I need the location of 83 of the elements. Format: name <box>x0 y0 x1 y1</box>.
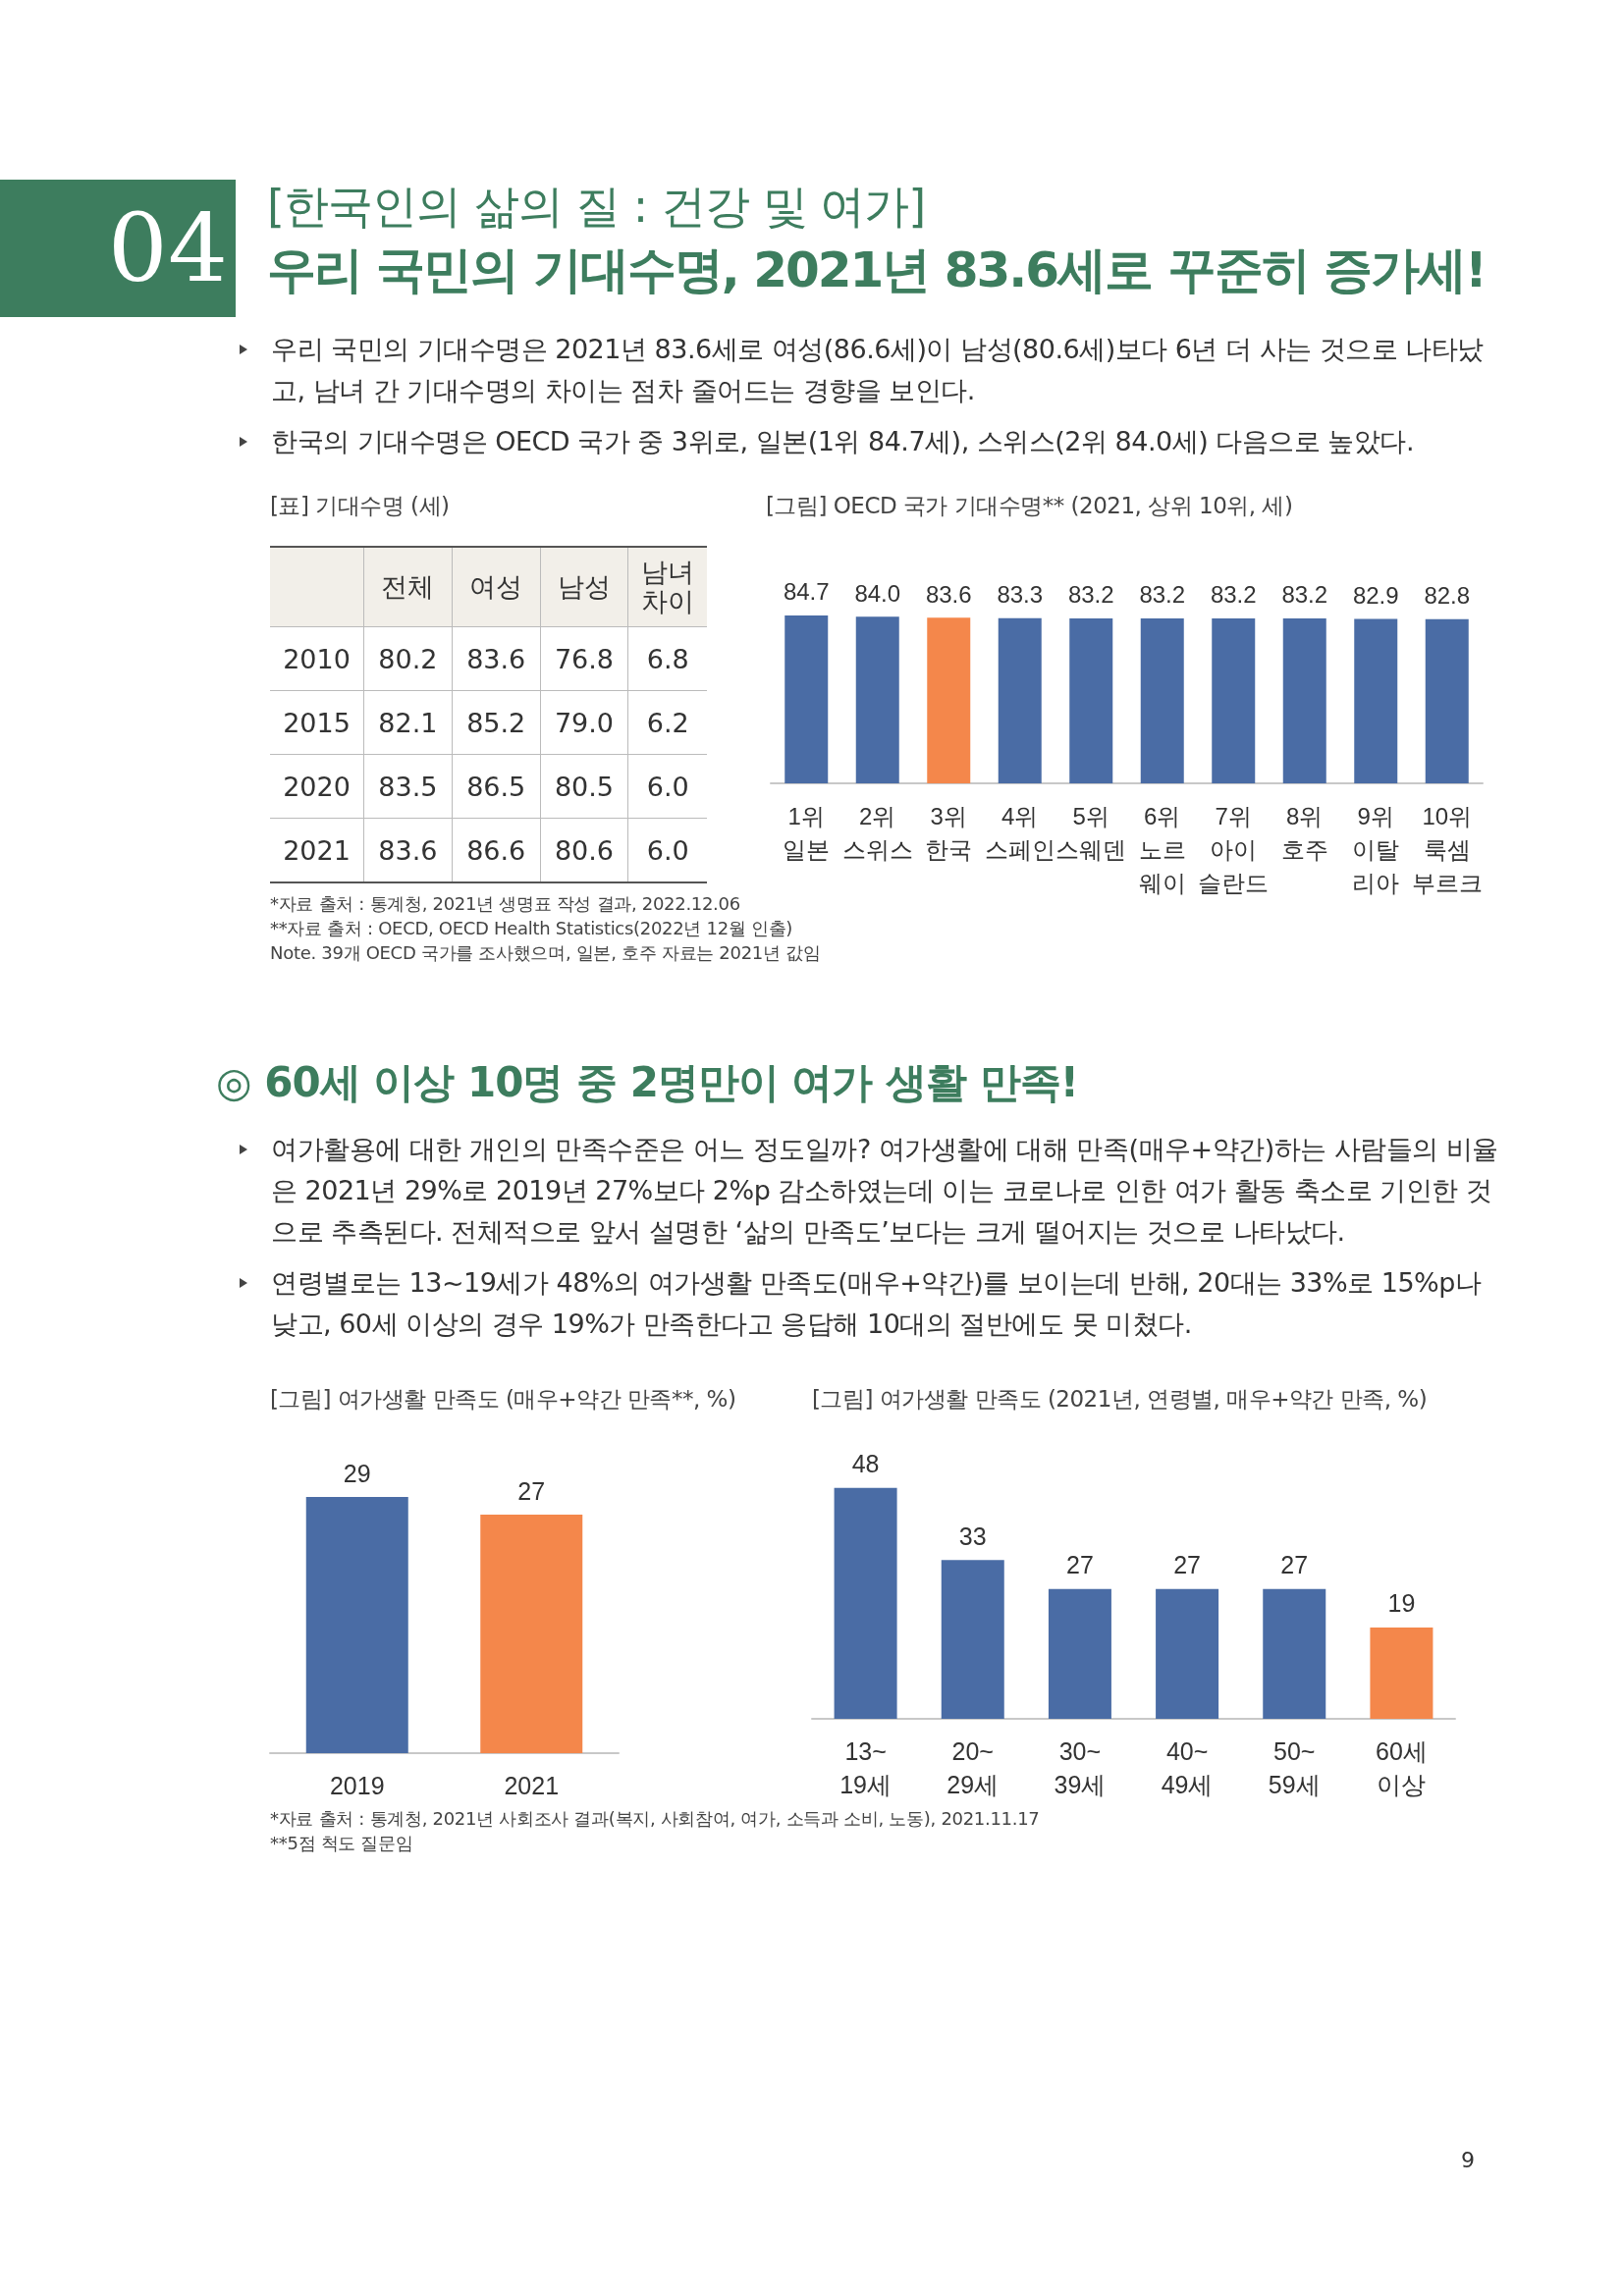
text: 한국의 기대수명은 OECD 국가 중 3위로, 일본(1위 84.7세), 스위스(2위 84.0세) 다음으로 높았다. <box>271 426 1415 456</box>
x-tick-label: 9위 이탈 리아 <box>1352 802 1400 896</box>
text: Note. 39개 OECD 국가를 조사했으며, 일본, 호주 자료는 2021년 값임 <box>270 941 821 965</box>
data-label: 27 <box>1173 1551 1201 1579</box>
text: 04 <box>107 193 229 303</box>
data-label: 83.2 <box>1139 581 1186 609</box>
data-label: 27 <box>517 1476 546 1505</box>
x-tick-label: 6위 노르 웨이 <box>1138 802 1186 896</box>
x-tick-label: 2021 <box>504 1772 560 1799</box>
text: ◎ 60세 이상 10명 중 2명만이 여가 생활 만족! <box>216 1057 1078 1108</box>
bar <box>1263 1588 1326 1719</box>
data-label: 84.0 <box>854 579 901 607</box>
bar <box>1048 1588 1111 1719</box>
text: 82.1 <box>378 707 438 738</box>
chart-title: [그림] 여가생활 만족도 (2021년, 연령별, 매우+약간 만족, %) <box>812 1385 1429 1414</box>
text: 연령별로는 13~19세가 48%의 여가생활 만족도(매우+약간)를 보이는데 반해, 20대는 33%로 15%p나 낮고, 60세 이상의 경우 19%가 만족한다고 응답해 10대의 절반에도 못 미쳤다. <box>271 1267 1482 1339</box>
text: [한국인의 삶의 질 : 건강 및 여가] <box>267 179 926 235</box>
text: 76.8 <box>554 643 615 674</box>
x-tick-label: 40~ 49세 <box>1161 1737 1214 1798</box>
text: *자료 출처 : 통계청, 2021년 생명표 작성 결과, 2022.12.06 <box>270 892 740 916</box>
text: 86.5 <box>466 771 526 802</box>
data-label: 83.2 <box>1210 581 1257 609</box>
x-tick-label: 13~ 19세 <box>839 1737 892 1798</box>
x-tick-label: 30~ 39세 <box>1054 1737 1107 1798</box>
text: 83.6 <box>378 834 438 866</box>
data-label: 82.9 <box>1352 582 1399 610</box>
text: 83.5 <box>378 771 438 802</box>
text: 우리 국민의 기대수명은 2021년 83.6세로 여성(86.6세)이 남성(80.6세)보다 6년 더 사는 것으로 나타났고, 남녀 간 기대수명의 차이는 점차 줄어드는 경향을 보인다. <box>271 334 1484 405</box>
x-tick-label: 4위 스페인 <box>984 802 1055 863</box>
text: 우리 국민의 기대수명, 2021년 83.6세로 꾸준히 증가세! <box>267 240 1486 300</box>
x-tick-label: 10위 룩셈 부르크 <box>1411 802 1483 896</box>
text: 86.6 <box>466 834 526 866</box>
category-label: 남성 <box>540 547 628 627</box>
category-label: 남녀 차이 <box>627 547 707 627</box>
data-label: 33 <box>958 1522 987 1550</box>
data-label: 19 <box>1387 1589 1416 1618</box>
text: 6.8 <box>646 643 689 674</box>
x-tick-label: 20~ 29세 <box>947 1737 1000 1798</box>
data-label: 29 <box>343 1459 371 1487</box>
text: 80.2 <box>378 643 438 674</box>
text: 여가활용에 대한 개인의 만족수준은 어느 정도일까? 여가생활에 대해 만족(매우+약간)하는 사람들의 비율은 2021년 29%로 2019년 27%보다 2%p 감소하였는데 이는 코로나로 인한 여가 활동 축소로 기인한 것으로 추측된다. 전체적으로 앞서 설명한 ‘삶의 만족도’보다는 크게 떨어지는 것으로 나타났다. <box>271 1134 1498 1247</box>
bar <box>834 1487 897 1719</box>
category-label: 전체 <box>363 547 453 627</box>
text: **자료 출처 : OECD, OECD Health Statistics(2022년 12월 인출) <box>270 917 793 940</box>
text: **5점 척도 질문임 <box>270 1832 414 1855</box>
text: 85.2 <box>466 707 526 738</box>
data-label: 84.7 <box>783 578 830 606</box>
data-label: 83.2 <box>1067 581 1114 609</box>
text: 80.5 <box>554 771 615 802</box>
x-tick-label: 3위 한국 <box>925 802 973 863</box>
x-tick-label: 7위 아이 슬란드 <box>1198 802 1270 896</box>
text: 83.6 <box>466 643 526 674</box>
text: [표] 기대수명 (세) <box>270 492 451 520</box>
text: 6.0 <box>646 771 689 802</box>
x-tick-label: 50~ 59세 <box>1268 1737 1321 1798</box>
data-label: 82.8 <box>1424 582 1471 610</box>
data-label: 83.2 <box>1281 581 1328 609</box>
chart-title: [그림] 여가생활 만족도 (매우+약간 만족**, %) <box>270 1385 736 1414</box>
text: 80.6 <box>554 834 615 866</box>
data-label: 83.3 <box>997 581 1044 609</box>
x-tick-label: 1위 일본 <box>783 802 831 863</box>
data-label: 48 <box>851 1450 880 1478</box>
category-label: 2015 <box>283 707 351 738</box>
category-label: 2020 <box>283 771 351 802</box>
x-tick-label: 2위 스위스 <box>841 802 913 863</box>
x-tick-label: 2019 <box>329 1772 385 1799</box>
text: 6.0 <box>646 834 689 866</box>
text: 9 <box>1461 2148 1475 2172</box>
data-label: 27 <box>1280 1551 1309 1579</box>
x-tick-label: 8위 호주 <box>1280 802 1328 863</box>
data-label: 83.6 <box>925 580 972 608</box>
bar <box>1370 1627 1434 1719</box>
category-label: 2010 <box>283 643 351 674</box>
text: *자료 출처 : 통계청, 2021년 사회조사 결과(복지, 사회참여, 여가, 소득과 소비, 노동), 2021.11.17 <box>270 1807 1040 1831</box>
data-label: 27 <box>1066 1551 1094 1579</box>
chart-title: [그림] OECD 국가 기대수명** (2021, 상위 10위, 세) <box>766 492 1294 520</box>
x-tick-label: 60세 이상 <box>1376 1737 1428 1798</box>
text: 6.2 <box>646 707 689 738</box>
text: 79.0 <box>554 707 615 738</box>
bar <box>1156 1588 1219 1719</box>
x-tick-label: 5위 스웨덴 <box>1055 802 1127 863</box>
bar <box>941 1560 1004 1719</box>
category-label: 여성 <box>452 547 541 627</box>
